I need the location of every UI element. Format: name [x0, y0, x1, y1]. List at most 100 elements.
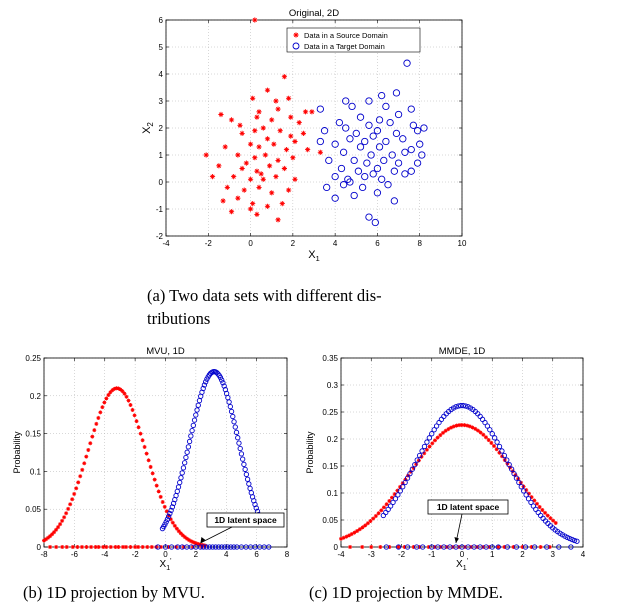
curve-point	[543, 510, 548, 515]
source-point	[228, 117, 235, 123]
rug-point	[477, 544, 483, 550]
curve-point	[427, 444, 432, 449]
curve-point	[419, 448, 425, 454]
curve-point	[56, 525, 61, 530]
rug-point	[145, 545, 150, 549]
target-point	[342, 97, 350, 105]
curve-point	[475, 428, 480, 433]
source-point	[267, 163, 273, 169]
source-point	[237, 122, 243, 128]
target-point	[390, 197, 398, 205]
curve-point	[84, 454, 89, 459]
plot-frame	[43, 357, 288, 548]
curve-point	[416, 452, 423, 459]
x-tick-label: -8	[40, 550, 48, 559]
curve-point	[72, 491, 77, 496]
curve-point	[120, 389, 125, 394]
curve-point	[529, 495, 534, 500]
curve-point	[397, 488, 403, 494]
y-tick-label: 0.25	[25, 354, 41, 363]
curve-point	[443, 428, 448, 433]
rug-point	[387, 545, 392, 549]
source-point	[243, 160, 249, 166]
curve-point	[174, 526, 179, 531]
target-point	[380, 156, 388, 165]
curve-point	[243, 471, 250, 478]
source-point	[235, 195, 241, 201]
curve-point	[150, 471, 155, 476]
source-point	[235, 152, 241, 158]
curve-point	[489, 431, 495, 437]
curve-point	[88, 441, 93, 446]
rug-point	[504, 544, 511, 550]
curve-point	[228, 408, 235, 415]
curve-point	[226, 399, 232, 405]
curve-point	[511, 471, 517, 477]
curve-point	[459, 422, 464, 427]
curve-point	[376, 511, 381, 516]
curve-point	[196, 542, 201, 547]
curve-point	[134, 419, 139, 424]
target-point	[413, 127, 422, 135]
y-tick-label: 0.2	[30, 392, 42, 401]
curve-point	[76, 480, 81, 485]
target-point	[399, 135, 407, 143]
curve-point	[379, 508, 384, 513]
x-axis-label: X1'	[456, 558, 468, 572]
curve-point	[521, 488, 527, 494]
target-point	[392, 89, 401, 97]
source-point	[203, 152, 209, 158]
curve-point	[486, 437, 491, 442]
rug-point	[496, 545, 501, 549]
curve-point	[128, 403, 133, 407]
curve-point	[453, 404, 459, 410]
curve-point	[104, 396, 109, 401]
curve-point	[347, 533, 352, 538]
source-point	[296, 120, 302, 126]
curve-point	[122, 391, 127, 396]
curve-point	[160, 500, 165, 505]
curve-point	[180, 533, 185, 538]
curve-point	[102, 400, 107, 405]
curve-point	[44, 537, 49, 542]
target-point	[409, 121, 418, 129]
target-point	[378, 91, 386, 100]
rug-point	[60, 545, 65, 549]
target-point	[384, 181, 392, 189]
source-point	[300, 130, 307, 136]
curve-point	[183, 454, 189, 461]
source-point	[247, 206, 254, 212]
rug-point	[75, 545, 80, 549]
curve-point	[390, 495, 395, 500]
curve-point	[231, 419, 237, 425]
rug-point	[108, 545, 113, 549]
curve-point	[574, 538, 580, 544]
annotation-label: 1D latent space	[214, 515, 277, 525]
y-axis-label: X2	[141, 122, 155, 134]
curve-point	[164, 509, 169, 514]
x-tick-label: -3	[368, 550, 376, 559]
legend-marker-source	[293, 32, 299, 38]
source-point	[252, 155, 258, 161]
curve-point	[441, 430, 446, 435]
curve-point	[86, 447, 91, 452]
latent-rug-target	[383, 544, 574, 550]
curve-point	[172, 523, 177, 528]
target-point	[403, 59, 411, 67]
curve-point	[184, 536, 189, 541]
curve-point	[363, 523, 368, 528]
target-point	[356, 143, 365, 151]
rug-point	[429, 544, 435, 550]
target-point	[413, 159, 422, 167]
y-tick-label: 0.1	[327, 489, 339, 498]
target-point	[342, 124, 350, 132]
curve-point	[494, 439, 500, 445]
rug-point	[426, 545, 431, 549]
source-point	[264, 203, 271, 209]
curve-point	[188, 433, 194, 439]
rug-point	[113, 545, 118, 549]
source-point	[283, 147, 290, 153]
curve-point	[470, 425, 475, 430]
curve-point	[138, 431, 143, 436]
curve-point	[454, 423, 459, 428]
